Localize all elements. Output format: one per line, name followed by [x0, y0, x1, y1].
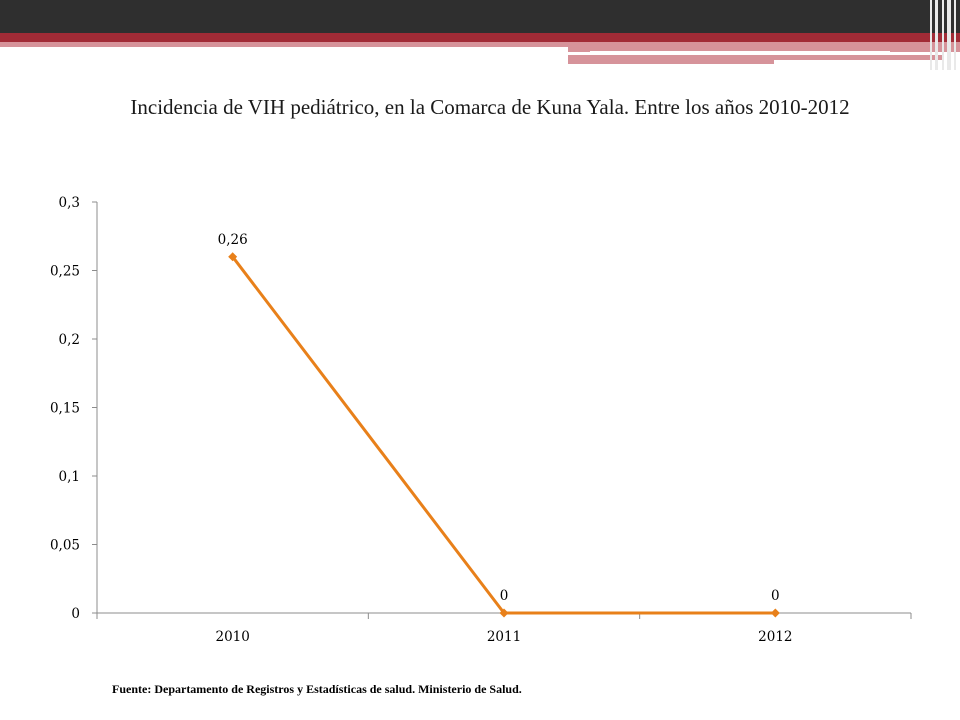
data-label: 0: [771, 588, 780, 604]
chart-title: Incidencia de VIH pediátrico, en la Coma…: [130, 95, 850, 119]
data-point-marker: [770, 608, 780, 618]
y-tick-label: 0,1: [59, 469, 80, 485]
header-banner: [0, 0, 960, 70]
data-point-marker: [499, 608, 509, 618]
banner-pink-band: [0, 42, 568, 47]
y-tick-label: 0,25: [50, 264, 80, 280]
banner-pink-band: [774, 55, 944, 60]
x-tick-label: 2011: [487, 629, 521, 645]
banner-dark-band: [0, 0, 960, 33]
y-tick-label: 0,15: [50, 401, 80, 417]
banner-stripes: [928, 0, 960, 70]
data-label: 0: [500, 588, 509, 604]
y-tick-label: 0,3: [59, 195, 80, 211]
banner-pink-band: [568, 42, 960, 52]
source-note: Fuente: Departamento de Registros y Esta…: [112, 682, 522, 696]
series: [228, 252, 780, 618]
x-tick-label: 2012: [758, 629, 792, 645]
x-tick-label: 2010: [215, 629, 249, 645]
banner-red-band: [0, 33, 960, 42]
banner-pink-band: [568, 55, 774, 64]
y-tick-label: 0,2: [59, 332, 80, 348]
y-tick-label: 0,05: [50, 538, 80, 554]
y-tick-label: 0: [71, 606, 80, 622]
x-axis: 2010 2011 2012: [96, 612, 912, 645]
series-line: [231, 255, 776, 615]
banner-white-line: [590, 51, 890, 53]
y-axis: 0 0,05 0,1 0,15 0,2 0,25 0,3: [50, 195, 98, 622]
data-labels: 0,26 0 0: [218, 232, 780, 604]
data-point-marker: [228, 252, 238, 262]
data-label: 0,26: [218, 232, 248, 248]
